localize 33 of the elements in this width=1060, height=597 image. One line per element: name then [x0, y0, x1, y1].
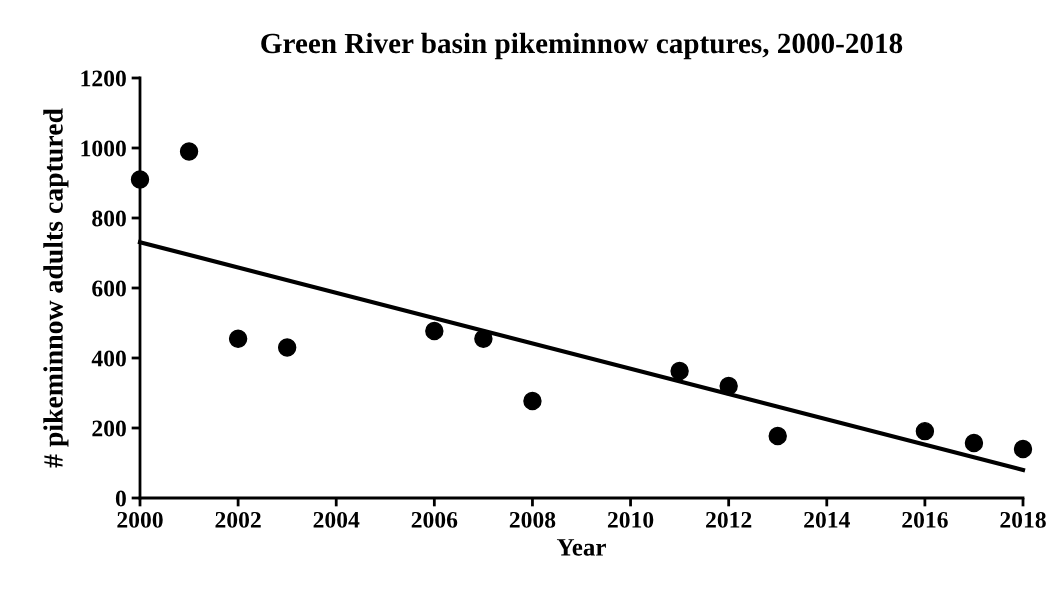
- x-tick-label: 2000: [117, 511, 163, 528]
- x-tick-label: 2006: [411, 511, 458, 528]
- x-tick-label: 2004: [313, 511, 360, 528]
- point: [1013, 439, 1033, 459]
- y-tick-label: 1200: [81, 70, 126, 87]
- x-tick-label: 2010: [607, 511, 654, 528]
- point: [670, 361, 689, 381]
- y-tick-label: 800: [92, 210, 126, 227]
- point: [915, 421, 935, 441]
- x-tick-label: 2002: [215, 511, 261, 528]
- y-tick-label: 200: [92, 420, 126, 437]
- point: [228, 329, 248, 348]
- point: [523, 391, 542, 411]
- x-tick-label: 2014: [804, 511, 850, 528]
- point: [425, 321, 444, 341]
- x-tick-label: 2016: [902, 511, 948, 528]
- point: [768, 426, 787, 446]
- x-tick-label: 2008: [509, 511, 556, 528]
- y-tick-label: 400: [91, 350, 126, 367]
- point: [277, 338, 297, 357]
- x-axis-title: Year: [556, 539, 606, 556]
- y-tick-label: 0: [115, 490, 126, 507]
- point: [964, 433, 984, 453]
- point: [474, 329, 493, 348]
- point: [179, 142, 199, 161]
- x-tick-label: 2018: [1000, 511, 1046, 528]
- chart-title: Green River basin pikeminnow captures, 2000-2018: [261, 32, 903, 60]
- y-tick-label: 600: [92, 280, 126, 297]
- x-tick-label: 2012: [706, 511, 752, 528]
- point: [719, 376, 738, 396]
- point: [130, 170, 150, 189]
- y-tick-label: 1000: [81, 140, 126, 157]
- y-axis-title: # pikeminnow adults captured: [43, 108, 69, 468]
